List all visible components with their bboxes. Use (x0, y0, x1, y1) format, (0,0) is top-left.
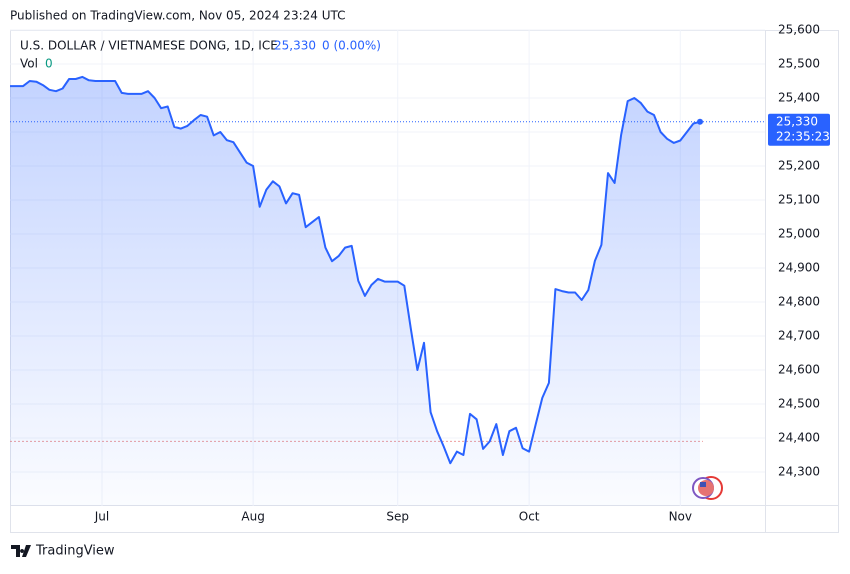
y-tick-label: 25,100 (778, 193, 820, 207)
flag-icon (692, 476, 723, 500)
y-tick-label: 24,300 (778, 465, 820, 479)
y-tick-label: 24,900 (778, 261, 820, 275)
legend-symbol: U.S. DOLLAR / VIETNAMESE DONG, 1D, ICE (20, 39, 278, 53)
x-tick-label: Sep (386, 510, 409, 524)
y-tick-label: 24,400 (778, 431, 820, 445)
footer-logo: TradingView (11, 544, 115, 559)
x-tick-label: Nov (669, 510, 692, 524)
y-tick-label: 24,800 (778, 295, 820, 309)
x-tick-label: Aug (241, 510, 264, 524)
price-box (768, 113, 830, 146)
footer-brand: TradingView (35, 544, 115, 559)
legend-last: 25,330 (274, 39, 316, 53)
x-tick-label: Oct (519, 510, 540, 524)
y-tick-label: 24,700 (778, 329, 820, 343)
vol-label: Vol (20, 57, 38, 71)
plot (10, 75, 765, 507)
y-tick-label: 24,500 (778, 397, 820, 411)
y-tick-label: 25,200 (778, 159, 820, 173)
area-fill (10, 76, 700, 507)
y-tick-label: 25,400 (778, 91, 820, 105)
y-tick-label: 25,500 (778, 57, 820, 71)
y-tick-label: 25,600 (778, 23, 820, 37)
publish-note: Published on TradingView.com, Nov 05, 20… (10, 9, 346, 23)
x-tick-label: Jul (94, 510, 109, 524)
price-box-countdown: 22:35:23 (776, 129, 830, 143)
price-box-price: 25,330 (776, 114, 818, 128)
legend-change: 0 (0.00%) (322, 39, 381, 53)
y-tick-label: 25,000 (778, 227, 820, 241)
y-tick-label: 24,600 (778, 363, 820, 377)
vol-value: 0 (45, 57, 53, 71)
price-line (10, 75, 701, 465)
